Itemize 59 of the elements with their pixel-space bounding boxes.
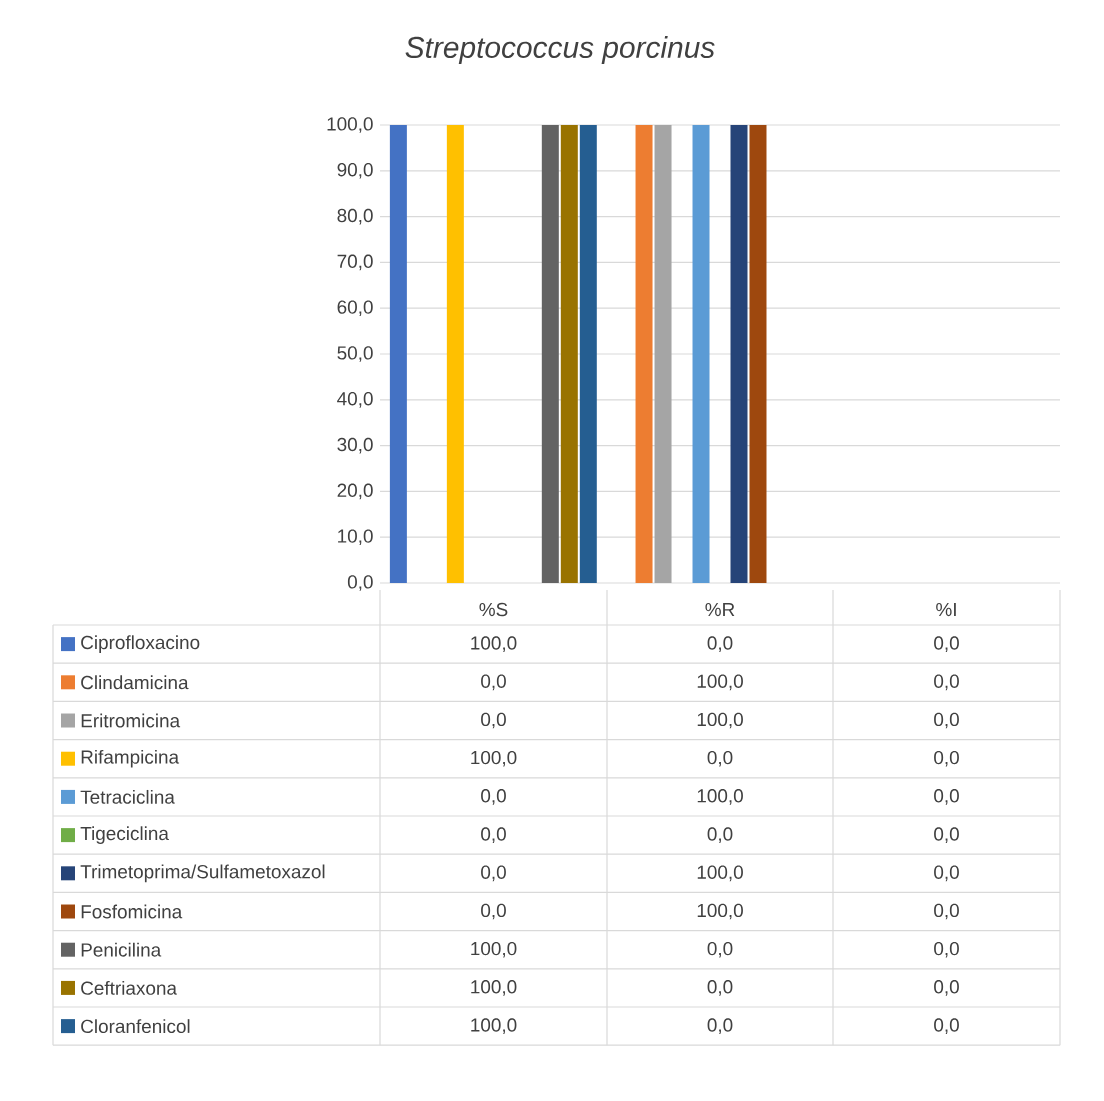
y-tick-label: 90,0	[337, 162, 373, 179]
data-label: 100,0	[697, 903, 743, 920]
chart-title: Streptococcus porcinus	[405, 36, 715, 64]
y-tick-label: 50,0	[337, 346, 373, 362]
data-label: 0,0	[481, 903, 506, 920]
y-tick-label: 0,0	[347, 575, 373, 591]
y-tick-label: 30,0	[337, 437, 373, 454]
data-label: 0,0	[934, 789, 959, 805]
data-label: 0,0	[934, 865, 959, 882]
y-tick-label: 100,0	[327, 117, 373, 133]
data-label: 100,0	[697, 674, 743, 691]
legend-label: Tetraciclina	[80, 789, 175, 804]
data-label: 100,0	[471, 980, 517, 996]
x-tick-label: %R	[705, 602, 735, 617]
y-tick-label: 10,0	[338, 529, 373, 546]
y-tick-label: 80,0	[337, 208, 373, 225]
legend-label: Ceftriaxona	[81, 980, 177, 995]
legend-label: Eritromicina	[81, 713, 181, 728]
data-label: 0,0	[481, 712, 506, 729]
data-label: 0,0	[934, 712, 959, 729]
x-tick-label: %S	[479, 602, 508, 617]
data-label: 100,0	[471, 750, 517, 767]
legend-label: Trimetoprima/Sulfametoxazol	[80, 864, 325, 883]
x-tick-label: %I	[936, 602, 956, 617]
data-label: 100,0	[471, 1018, 517, 1034]
data-label: 0,0	[934, 980, 959, 996]
data-label: 0,0	[934, 903, 959, 920]
data-label: 0,0	[934, 636, 959, 652]
legend-label: Tigeciclina	[80, 826, 169, 844]
legend-label: Fosfomicina	[81, 904, 183, 919]
data-label: 0,0	[481, 789, 506, 805]
data-label: 0,0	[707, 1018, 733, 1034]
data-label: 100,0	[471, 636, 517, 652]
data-label: 0,0	[707, 941, 733, 958]
data-label: 0,0	[481, 865, 506, 882]
legend-label: Penicilina	[81, 942, 162, 957]
y-tick-label: 60,0	[337, 300, 373, 317]
data-label: 0,0	[481, 674, 506, 691]
data-label: 0,0	[481, 827, 506, 843]
data-label: 0,0	[934, 750, 959, 767]
data-label: 100,0	[697, 865, 743, 882]
data-label: 0,0	[934, 827, 959, 843]
data-label: 0,0	[707, 980, 733, 996]
data-label: 0,0	[934, 1018, 959, 1034]
legend-label: Ciprofloxacino	[81, 635, 200, 653]
data-label: 100,0	[471, 941, 517, 958]
data-label: 0,0	[707, 750, 733, 767]
data-label: 0,0	[707, 827, 733, 843]
legend-label: Cloranfenicol	[81, 1019, 190, 1034]
data-label: 0,0	[934, 674, 959, 691]
data-label: 100,0	[697, 712, 743, 729]
y-tick-label: 70,0	[337, 254, 373, 271]
y-tick-label: 40,0	[337, 391, 373, 408]
legend-label: Clindamicina	[81, 675, 189, 690]
data-label: 0,0	[707, 636, 733, 652]
legend-label: Rifampicina	[81, 749, 180, 768]
data-label: 100,0	[697, 789, 743, 805]
data-label: 0,0	[934, 941, 959, 958]
y-tick-label: 20,0	[337, 483, 373, 500]
